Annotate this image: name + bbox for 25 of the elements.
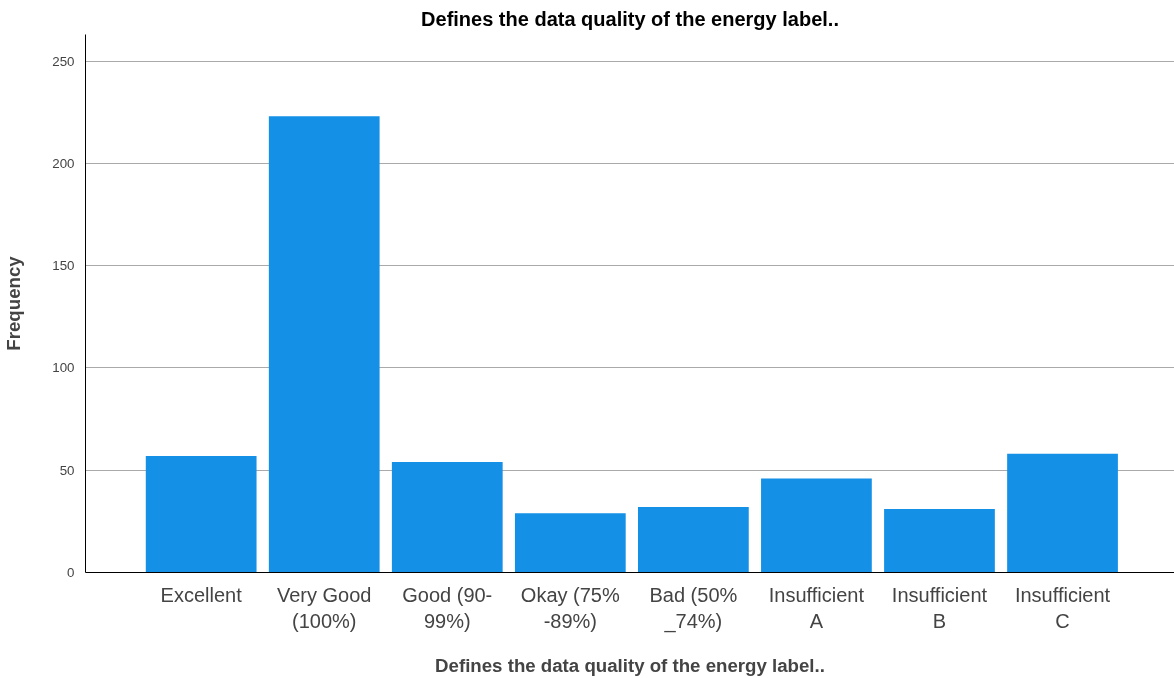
- y-tick-label: 50: [59, 462, 75, 478]
- x-tick-label: Bad (50% _74%): [649, 583, 738, 633]
- y-tick-label: 200: [52, 155, 75, 171]
- bar: [884, 509, 995, 573]
- x-axis-title: Defines the data quality of the energy label..: [435, 654, 825, 676]
- bar: [514, 513, 626, 573]
- y-tick-label: 150: [52, 258, 75, 274]
- chart-title: Defines the data quality of the energy label..: [421, 7, 839, 30]
- y-axis-title: Frequency: [3, 255, 25, 351]
- y-tick-label: 0: [67, 565, 75, 580]
- bar: [145, 455, 257, 573]
- x-tick-label: Insufficient C: [1014, 583, 1111, 632]
- x-tick-label: Very Good (100%): [276, 583, 372, 632]
- bar: [638, 507, 749, 573]
- x-tick-label: Insufficient B: [891, 583, 988, 632]
- bar: [391, 462, 503, 573]
- x-tick-label: Excellent: [160, 583, 243, 606]
- y-tick-label: 250: [52, 53, 75, 69]
- bar: [761, 478, 872, 573]
- x-tick-label: Okay (75% -89%): [520, 583, 620, 632]
- x-tick-label: Good (90- 99%): [402, 583, 493, 632]
- x-tick-label: Insufficient A: [768, 583, 865, 632]
- bar: [1007, 453, 1118, 573]
- y-tick-label: 100: [52, 360, 75, 376]
- bar: [268, 116, 380, 573]
